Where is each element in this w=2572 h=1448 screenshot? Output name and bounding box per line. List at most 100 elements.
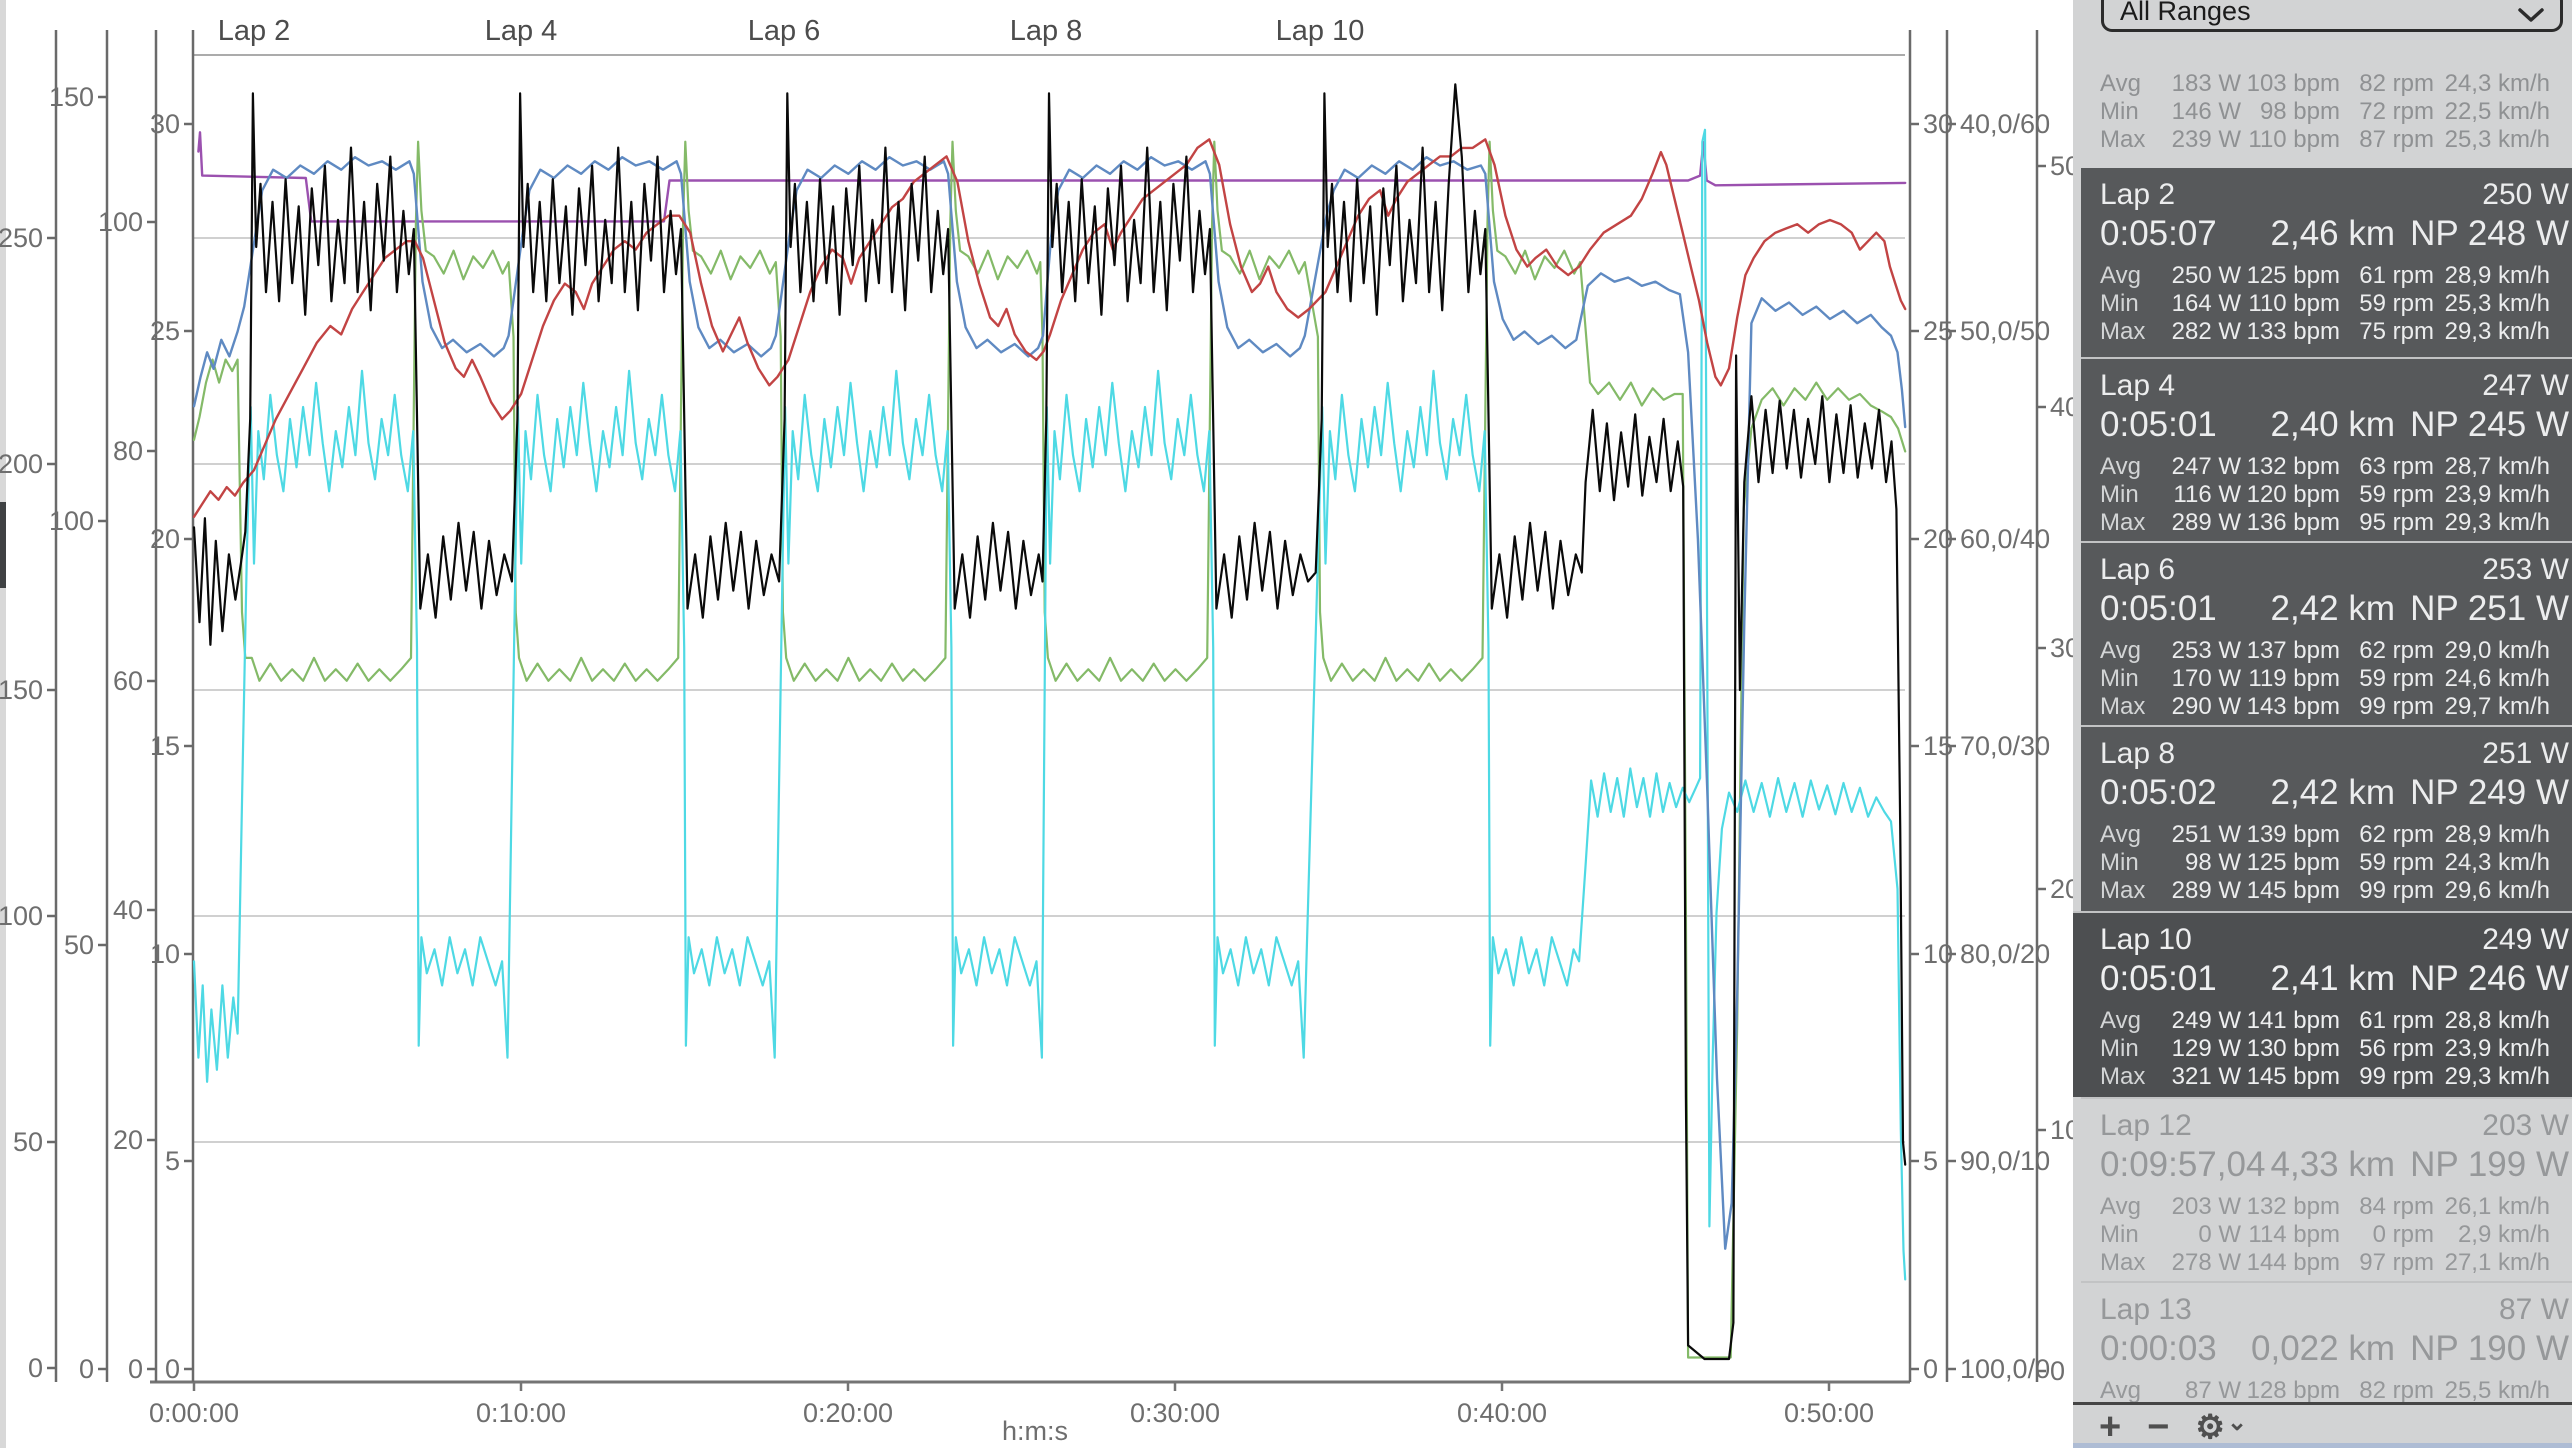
summary-row-w: 146 W xyxy=(2171,98,2241,125)
interval-stat-row-w: 164 W xyxy=(2171,290,2241,317)
interval-name: Lap 10 xyxy=(2100,923,2192,956)
interval-watts: 253 W xyxy=(2482,553,2569,586)
range-selector-dropdown[interactable]: All Ranges xyxy=(2101,0,2563,32)
interval-stat-row: Max 278 W 144 bpm 97 rpm 27,1 km/h xyxy=(2100,1249,2572,1277)
power-axis-tick-label: 200 xyxy=(0,449,43,479)
interval-stat-row: Max 282 W 133 bpm 75 rpm 29,3 km/h xyxy=(2100,318,2572,346)
interval-stat-row: Min 116 W 120 bpm 59 rpm 23,9 km/h xyxy=(2100,481,2572,509)
interval-stat-row-bpm: 119 bpm xyxy=(2248,665,2340,692)
interval-stat-row-kmh: 26,1 km/h xyxy=(2444,1193,2550,1220)
balance-axis-tick-label: 80,0/20 xyxy=(1960,939,2050,969)
interval-distance: 2,46 km xyxy=(2270,214,2396,253)
interval-stat-row-rpm: 99 rpm xyxy=(2359,693,2434,720)
interval-stat-row-label: Avg xyxy=(2100,821,2141,848)
power-axis-tick-label: 100 xyxy=(0,901,43,931)
interval-stat-row-label: Avg xyxy=(2100,1193,2141,1220)
left-scrollbar-track[interactable] xyxy=(0,0,6,1448)
interval-duration: 0:00:03 xyxy=(2100,1329,2217,1368)
interval-np: NP 190 W xyxy=(2410,1329,2569,1368)
interval-stat-row: Max 321 W 145 bpm 99 rpm 29,3 km/h xyxy=(2100,1063,2572,1091)
series-cadence-green xyxy=(192,140,1907,1359)
interval-card-lap-4[interactable]: Lap 4 247 W 0:05:01 2,40 km NP 245 W Avg 247 W… xyxy=(2081,357,2572,541)
summary-row-bpm: 103 bpm xyxy=(2246,70,2340,97)
interval-stat-row-kmh: 23,9 km/h xyxy=(2444,481,2550,508)
interval-stat-row-bpm: 139 bpm xyxy=(2246,821,2340,848)
summary-row-kmh: 22,5 km/h xyxy=(2444,98,2550,125)
interval-card-lap-10[interactable]: Lap 10 249 W 0:05:01 2,41 km NP 246 W Avg 249 … xyxy=(2073,911,2572,1097)
summary-row-bpm: 110 bpm xyxy=(2248,126,2340,153)
interval-stat-row-rpm: 59 rpm xyxy=(2359,481,2434,508)
interval-stat-row-kmh: 28,9 km/h xyxy=(2444,262,2550,289)
interval-np: NP 245 W xyxy=(2410,405,2569,444)
interval-stat-row: Avg 251 W 139 bpm 62 rpm 28,9 km/h xyxy=(2100,821,2572,849)
summary-row-w: 183 W xyxy=(2171,70,2241,97)
interval-stat-row: Max 289 W 136 bpm 95 rpm 29,3 km/h xyxy=(2100,509,2572,537)
add-interval-button[interactable]: + xyxy=(2099,1405,2122,1448)
x-axis-tick-label: 0:50:00 xyxy=(1784,1398,1874,1428)
interval-stat-row-label: Avg xyxy=(2100,637,2141,664)
interval-settings-button[interactable]: ⚙ xyxy=(2195,1407,2225,1445)
interval-name: Lap 4 xyxy=(2100,369,2176,402)
interval-stat-row-kmh: 25,3 km/h xyxy=(2444,290,2550,317)
lap-marker-label: Lap 6 xyxy=(748,15,821,47)
interval-stat-row-label: Min xyxy=(2100,290,2139,317)
balance-axis-tick-label: 60,0/40 xyxy=(1960,524,2050,554)
remove-interval-button[interactable]: − xyxy=(2147,1405,2170,1448)
interval-duration: 0:05:01 xyxy=(2100,959,2217,998)
interval-stat-row-w: 247 W xyxy=(2171,453,2241,480)
interval-duration: 0:05:01 xyxy=(2100,589,2217,628)
interval-watts: 247 W xyxy=(2482,369,2569,402)
speed-axis-tick-label: 30 xyxy=(150,109,180,139)
interval-stat-row-kmh: 28,9 km/h xyxy=(2444,821,2550,848)
interval-distance: 2,42 km xyxy=(2270,589,2396,628)
window-bottom-edge xyxy=(2073,1443,2572,1448)
interval-stat-row-w: 250 W xyxy=(2171,262,2241,289)
cadence-axis-tick-label: 20 xyxy=(113,1125,143,1155)
interval-name: Lap 8 xyxy=(2100,737,2176,770)
interval-card-lap-13[interactable]: Lap 13 87 W 0:00:03 0,022 km NP 190 W Avg 87 W… xyxy=(2081,1281,2572,1402)
interval-stat-row-bpm: 145 bpm xyxy=(2246,1063,2340,1090)
left-scrollbar-thumb[interactable] xyxy=(0,502,6,588)
interval-stat-row-w: 129 W xyxy=(2171,1035,2241,1062)
interval-card-lap-2[interactable]: Lap 2 250 W 0:05:07 2,46 km NP 248 W Avg 250 W… xyxy=(2081,168,2572,357)
interval-stat-row-w: 282 W xyxy=(2171,318,2241,345)
interval-np: NP 251 W xyxy=(2410,589,2569,628)
speed-axis-tick-label: 5 xyxy=(165,1146,180,1176)
interval-stat-row-label: Max xyxy=(2100,1249,2146,1276)
power-axis-tick-label: 250 xyxy=(0,223,43,253)
interval-stat-row-w: 289 W xyxy=(2171,509,2241,536)
x-axis-tick-label: 0:30:00 xyxy=(1130,1398,1220,1428)
aux-axis-tick-label: 40 xyxy=(2050,392,2073,422)
interval-card-lap-8[interactable]: Lap 8 251 W 0:05:02 2,42 km NP 249 W Avg 251 W… xyxy=(2081,725,2572,911)
interval-card-lap-6[interactable]: Lap 6 253 W 0:05:01 2,42 km NP 251 W Avg 253 W… xyxy=(2081,541,2572,725)
intervals-toolbar: + − ⚙ ⌄ xyxy=(2073,1402,2572,1448)
interval-stat-row-rpm: 59 rpm xyxy=(2359,290,2434,317)
interval-stat-row-bpm: 110 bpm xyxy=(2248,290,2340,317)
series-heartrate-red xyxy=(192,138,1907,518)
interval-stat-row-rpm: 59 rpm xyxy=(2359,665,2434,692)
interval-stat-row-label: Min xyxy=(2100,481,2139,508)
interval-stat-row-bpm: 128 bpm xyxy=(2246,1377,2340,1402)
interval-stat-row-w: 249 W xyxy=(2171,1007,2241,1034)
interval-stat-row-rpm: 97 rpm xyxy=(2359,1249,2434,1276)
interval-stat-row-w: 289 W xyxy=(2171,877,2241,904)
interval-stat-row-kmh: 28,8 km/h xyxy=(2444,1007,2550,1034)
cadence-axis-tick-label: 100 xyxy=(98,207,143,237)
balance-axis-tick-label: 90,0/10 xyxy=(1960,1146,2050,1176)
heartrate-axis-tick-label: 100 xyxy=(49,506,94,536)
interval-stat-row-kmh: 29,6 km/h xyxy=(2444,877,2550,904)
interval-name: Lap 2 xyxy=(2100,178,2176,211)
interval-stat-row: Avg 247 W 132 bpm 63 rpm 28,7 km/h xyxy=(2100,453,2572,481)
cadence-axis-tick-label: 40 xyxy=(113,895,143,925)
interval-np: NP 249 W xyxy=(2410,773,2569,812)
interval-stat-row-w: 253 W xyxy=(2171,637,2241,664)
cadence-axis-tick-label: 0 xyxy=(128,1354,143,1384)
interval-stat-row-bpm: 132 bpm xyxy=(2246,453,2340,480)
interval-card-lap-12[interactable]: Lap 12 203 W 0:09:57,04 4,33 km NP 199 W Avg 2… xyxy=(2081,1097,2572,1281)
interval-stat-row-label: Avg xyxy=(2100,1007,2141,1034)
interval-watts: 203 W xyxy=(2482,1109,2569,1142)
interval-settings-chevron[interactable]: ⌄ xyxy=(2227,1405,2247,1441)
interval-stat-row-rpm: 82 rpm xyxy=(2359,1377,2434,1402)
activity-ride-plot[interactable]: 0:00:00 0:10:00 0:20:00 0:30:00 0:40:00 0:50:… xyxy=(0,0,2073,1448)
interval-distance: 2,40 km xyxy=(2270,405,2396,444)
